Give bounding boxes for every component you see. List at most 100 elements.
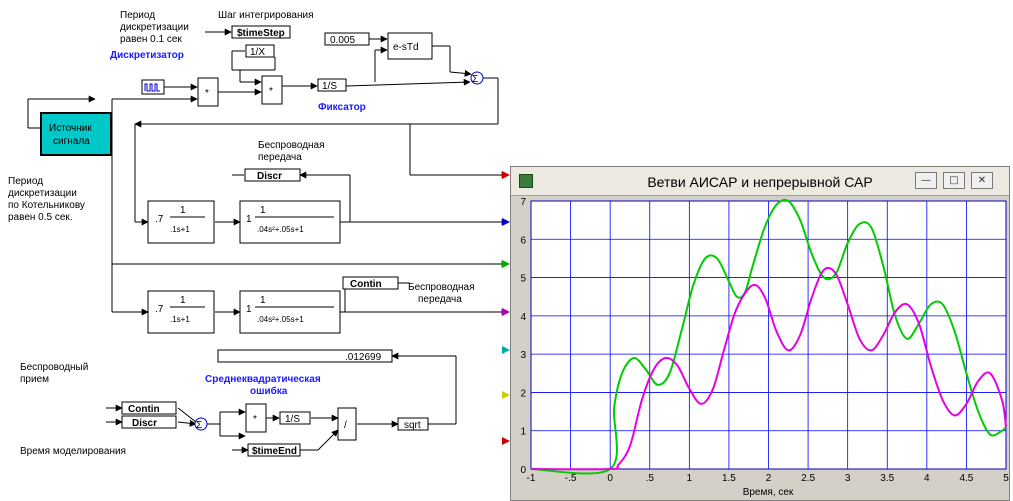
svg-text:Беспроводная: Беспроводная — [258, 140, 325, 151]
time-step-block[interactable] — [231, 25, 291, 39]
x-tick-label: 3.5 — [880, 473, 894, 484]
integrator-1-block[interactable] — [317, 78, 347, 92]
tf4-gain: 1 — [246, 304, 252, 315]
tf3-den: .1s+1 — [170, 315, 190, 324]
input-marker-magenta — [502, 308, 510, 316]
label-wireless-tx-1: Беспроводная передача — [258, 140, 325, 163]
inv-x-block[interactable] — [245, 44, 275, 58]
svg-text:Период: Период — [8, 176, 43, 187]
delay-const-label: 0.005 — [330, 35, 355, 46]
y-tick-label: 6 — [520, 235, 526, 246]
contin-in-block[interactable] — [121, 401, 177, 415]
rms-display — [217, 349, 393, 363]
discr-in-block[interactable] — [121, 415, 177, 429]
tf2-num: 1 — [260, 205, 266, 216]
contin-tag-label: Contin — [350, 279, 382, 290]
input-marker-green — [502, 260, 510, 268]
tf4-den: .04s²+.05s+1 — [257, 315, 304, 324]
tf3-block[interactable] — [147, 290, 215, 334]
svg-text:дискретизации: дискретизации — [120, 22, 189, 33]
tf4-block[interactable] — [239, 290, 341, 334]
label-period-sampling: Период дискретизации равен 0.1 сек — [120, 10, 189, 45]
integrator-1-label: 1/S — [322, 81, 337, 92]
label-sim-time: Время моделирования — [20, 446, 126, 457]
x-tick-label: 5 — [1003, 473, 1009, 484]
svg-text:ошибка: ошибка — [250, 385, 288, 397]
series-line-0 — [530, 198, 1007, 475]
tf2-den: .04s²+.05s+1 — [257, 225, 304, 234]
x-tick-label: 2.5 — [801, 473, 815, 484]
delay-block[interactable] — [387, 32, 433, 60]
plot-window[interactable]: Ветви АИСАР и непрерывной САР — □ ✕ -1 -.… — [510, 166, 1010, 501]
svg-text:дискретизации: дискретизации — [8, 188, 77, 199]
sqrt-label: sqrt — [404, 420, 421, 431]
svg-text:равен 0.1 сек: равен 0.1 сек — [120, 34, 182, 45]
svg-text:Среднеквадратическая: Среднеквадратическая — [205, 374, 321, 385]
x-tick-label: 2 — [766, 473, 772, 484]
signal-source-label-2: сигнала — [53, 136, 90, 147]
x-tick-label: .5 — [646, 473, 655, 484]
signal-source-label-1: Источник — [49, 123, 92, 134]
label-wireless-tx-2: Беспроводная передача — [408, 282, 475, 305]
pulse-icon — [144, 83, 160, 92]
rms-value: .012699 — [345, 352, 382, 363]
label-period-kotelnikov: Период дискретизации по Котельникову рав… — [8, 176, 85, 223]
plot-titlebar[interactable]: Ветви АИСАР и непрерывной САР — □ ✕ — [511, 167, 1009, 196]
svg-text:Беспроводная: Беспроводная — [408, 282, 475, 293]
close-button[interactable]: ✕ — [971, 172, 993, 189]
tick-labels: -1 -.5 0 .5 1 1.5 2 2.5 3 3.5 4 4.5 5 0 1 2 3 4 5 6 7 — [520, 197, 1009, 484]
y-tick-label: 5 — [520, 274, 526, 285]
label-integration-step: Шаг интегрирования — [218, 10, 314, 21]
y-tick-label: 7 — [520, 197, 526, 208]
sum-junction-2[interactable] — [194, 417, 208, 431]
multiply-symbol-1: * — [205, 88, 209, 99]
maximize-button[interactable]: □ — [943, 172, 965, 189]
multiplier-3-block[interactable] — [245, 403, 267, 433]
tf3-num: 1 — [180, 295, 186, 306]
integrator-2-label: 1/S — [285, 414, 300, 425]
tf4-num: 1 — [260, 295, 266, 306]
x-tick-label: 4.5 — [959, 473, 973, 484]
plot-input-markers — [502, 171, 510, 445]
label-rms-error: Среднеквадратическая ошибка — [205, 374, 321, 397]
y-tick-label: 3 — [520, 350, 526, 361]
minimize-button[interactable]: — — [915, 172, 937, 189]
y-tick-label: 0 — [520, 465, 526, 476]
input-marker-cyan — [502, 346, 510, 354]
divide-label: / — [344, 420, 347, 431]
y-tick-label: 1 — [520, 427, 526, 438]
svg-text:по Котельникову: по Котельникову — [8, 200, 85, 211]
input-marker-yellow — [502, 391, 510, 399]
input-marker-blue — [502, 218, 510, 226]
x-tick-label: -.5 — [565, 473, 577, 484]
discr-tag-label: Discr — [257, 171, 282, 182]
tf2-block[interactable] — [239, 200, 341, 244]
time-step-label: $timeStep — [237, 28, 285, 39]
sqrt-block[interactable] — [397, 417, 429, 431]
integrator-2-block[interactable] — [279, 411, 311, 425]
x-tick-label: 1 — [687, 473, 693, 484]
app-icon — [519, 174, 533, 188]
discr-tag-block[interactable] — [244, 168, 301, 182]
multiplier-2-block[interactable] — [261, 75, 283, 105]
tf1-block[interactable] — [147, 200, 215, 244]
block-diagram: Период дискретизации равен 0.1 сек Шаг и… — [8, 10, 510, 457]
label-sampler: Дискретизатор — [110, 50, 184, 61]
time-end-label: $timeEnd — [252, 446, 297, 457]
tf3-gain: .7 — [155, 304, 164, 315]
time-end-block[interactable] — [247, 443, 301, 457]
multiply-symbol-2: * — [269, 86, 273, 97]
multiply-symbol-3: * — [253, 414, 257, 425]
sum-symbol-2: Σ — [196, 420, 202, 431]
label-hold: Фиксатор — [318, 102, 366, 113]
y-tick-label: 4 — [520, 312, 526, 323]
tf1-den: .1s+1 — [170, 225, 190, 234]
svg-text:передача: передача — [258, 152, 302, 163]
tf1-gain: .7 — [155, 214, 164, 225]
signal-source-block[interactable] — [40, 112, 112, 156]
y-tick-label: 2 — [520, 388, 526, 399]
label-wireless-rx: Беспроводный прием — [20, 362, 88, 385]
input-marker-red-2 — [502, 437, 510, 445]
divide-block[interactable] — [337, 407, 357, 441]
x-tick-label: -1 — [527, 473, 536, 484]
